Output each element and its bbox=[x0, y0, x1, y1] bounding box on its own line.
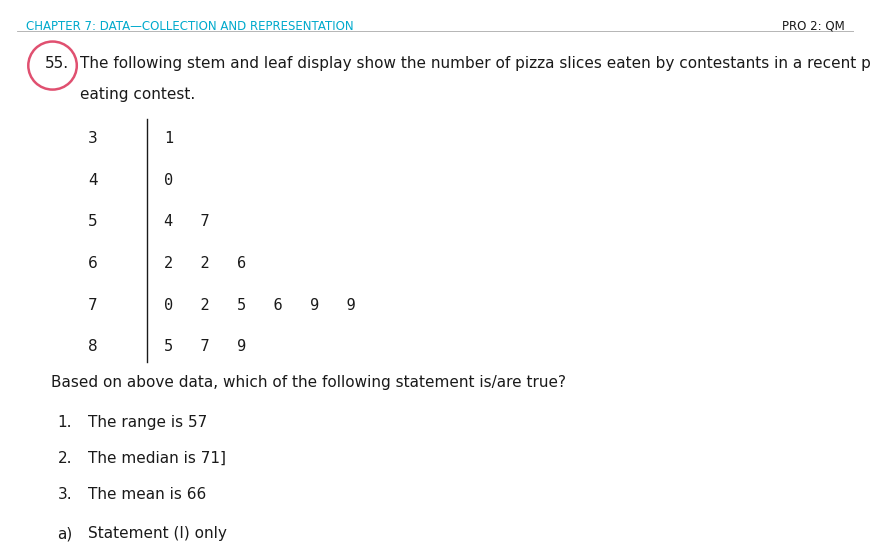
Text: 5: 5 bbox=[88, 215, 98, 230]
Text: 1.: 1. bbox=[57, 415, 72, 430]
Text: The mean is 66: The mean is 66 bbox=[89, 487, 206, 502]
Text: 3.: 3. bbox=[57, 487, 72, 502]
Text: 2.: 2. bbox=[57, 451, 72, 466]
Text: 5   7   9: 5 7 9 bbox=[164, 339, 246, 354]
Text: CHAPTER 7: DATA—COLLECTION AND REPRESENTATION: CHAPTER 7: DATA—COLLECTION AND REPRESENT… bbox=[26, 19, 354, 33]
Text: 4   7: 4 7 bbox=[164, 215, 209, 230]
Text: 3: 3 bbox=[88, 131, 98, 146]
Text: 55.: 55. bbox=[45, 57, 69, 72]
Text: The range is 57: The range is 57 bbox=[89, 415, 208, 430]
Text: The median is 71]: The median is 71] bbox=[89, 451, 226, 466]
FancyBboxPatch shape bbox=[46, 553, 233, 556]
Text: a): a) bbox=[57, 526, 73, 541]
Text: 7: 7 bbox=[88, 298, 98, 312]
Text: Statement (I) only: Statement (I) only bbox=[89, 526, 227, 541]
Text: 2   2   6: 2 2 6 bbox=[164, 256, 246, 271]
Text: 4: 4 bbox=[88, 173, 98, 188]
Text: 1: 1 bbox=[164, 131, 172, 146]
Text: Based on above data, which of the following statement is/are true?: Based on above data, which of the follow… bbox=[51, 375, 566, 390]
Text: 6: 6 bbox=[88, 256, 98, 271]
Text: 8: 8 bbox=[88, 339, 98, 354]
Text: The following stem and leaf display show the number of pizza slices eaten by con: The following stem and leaf display show… bbox=[80, 57, 871, 72]
Text: 0: 0 bbox=[164, 173, 172, 188]
Text: 0   2   5   6   9   9: 0 2 5 6 9 9 bbox=[164, 298, 355, 312]
Text: eating contest.: eating contest. bbox=[80, 87, 195, 102]
Text: PRO 2: QM: PRO 2: QM bbox=[782, 19, 845, 33]
